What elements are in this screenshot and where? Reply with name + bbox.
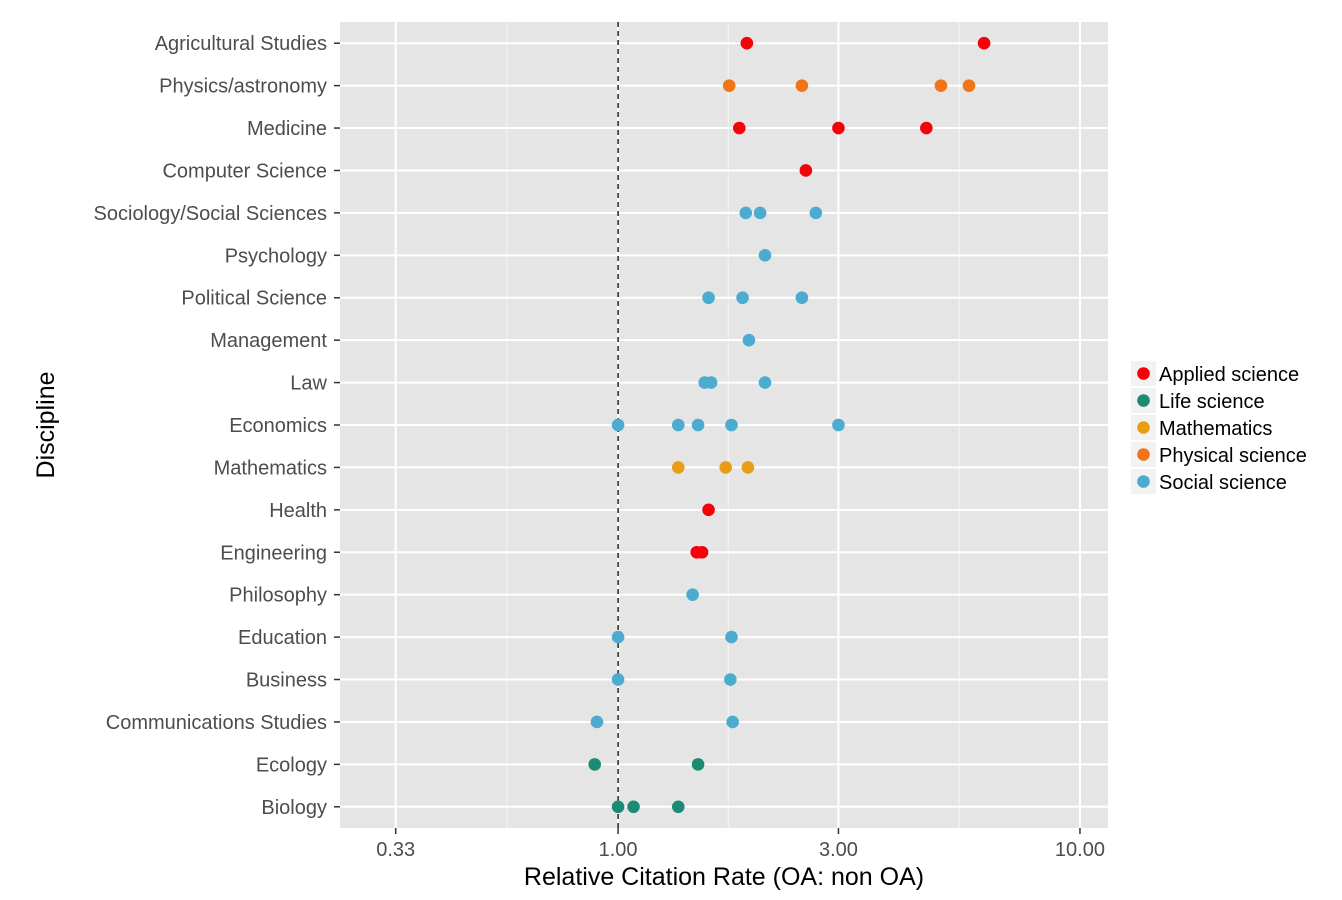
data-points — [588, 36, 991, 814]
legend-key-point — [1137, 367, 1150, 380]
data-point — [702, 503, 715, 517]
x-axis: 0.33 1.00 3.00 10.00 — [376, 828, 1105, 861]
y-tick-label: Philosophy — [229, 585, 327, 607]
data-point — [686, 588, 699, 601]
y-tick-label: Business — [246, 670, 327, 692]
data-point — [740, 36, 754, 50]
legend-label: Life science — [1159, 391, 1265, 413]
data-point — [691, 418, 705, 432]
y-tick-label: Agricultural Studies — [155, 33, 327, 55]
data-point — [725, 418, 738, 432]
x-tick-label: 0.33 — [376, 839, 415, 861]
legend-label: Social science — [1159, 472, 1287, 494]
y-tick-label: Psychology — [225, 245, 327, 267]
y-tick-label: Law — [290, 373, 327, 395]
y-tick-label: Physics/astronomy — [159, 76, 327, 98]
data-point — [832, 418, 845, 432]
data-point — [724, 673, 737, 686]
data-point — [962, 79, 976, 92]
data-point — [627, 800, 640, 814]
data-point — [671, 418, 685, 432]
y-tick-label: Communications Studies — [106, 712, 327, 734]
legend-key-point — [1137, 421, 1150, 434]
data-point — [736, 291, 749, 305]
data-point — [809, 206, 823, 220]
data-point — [758, 376, 772, 389]
y-tick-label: Political Science — [181, 288, 327, 310]
y-axis: Agricultural Studies Physics/astronomy Med… — [94, 33, 340, 819]
data-point — [920, 121, 933, 135]
data-point — [977, 36, 991, 50]
data-point — [795, 79, 809, 92]
data-point — [725, 630, 738, 644]
x-tick-label: 1.00 — [599, 839, 638, 861]
y-tick-label: Sociology/Social Sciences — [94, 203, 327, 225]
data-point — [832, 121, 845, 135]
data-point — [611, 673, 625, 686]
data-point — [719, 461, 732, 474]
data-point — [702, 291, 715, 305]
data-point — [590, 715, 604, 729]
data-point — [704, 376, 718, 389]
data-point — [611, 418, 625, 432]
legend-key-point — [1137, 475, 1150, 488]
legend-label: Physical science — [1159, 445, 1307, 467]
data-point — [934, 79, 948, 92]
y-tick-label: Education — [238, 627, 327, 649]
data-point — [799, 164, 813, 177]
y-tick-label: Mathematics — [214, 457, 327, 479]
data-point — [758, 249, 772, 262]
data-point — [795, 291, 809, 305]
data-point — [691, 758, 705, 771]
y-tick-label: Biology — [261, 797, 327, 819]
data-point — [611, 800, 625, 814]
y-tick-label: Medicine — [247, 118, 327, 140]
data-point — [726, 715, 739, 729]
y-tick-label: Engineering — [220, 542, 327, 564]
data-point — [671, 461, 685, 474]
data-point — [741, 461, 755, 474]
major-gridlines — [340, 22, 1108, 828]
data-point — [742, 333, 756, 347]
legend-key-point — [1137, 448, 1150, 461]
y-tick-label: Computer Science — [162, 160, 327, 182]
data-point — [671, 800, 685, 814]
x-axis-title: Relative Citation Rate (OA: non OA) — [524, 863, 924, 891]
x-tick-label: 3.00 — [819, 839, 858, 861]
y-tick-label: Management — [210, 330, 327, 352]
data-point — [588, 758, 602, 771]
data-point — [733, 121, 746, 135]
data-point — [753, 206, 767, 220]
legend: Applied science Life science Mathematics Ph… — [1131, 361, 1307, 494]
y-tick-label: Health — [269, 500, 327, 522]
y-tick-label: Ecology — [256, 754, 327, 776]
data-point — [695, 545, 709, 559]
y-axis-title: Discipline — [32, 372, 60, 479]
legend-label: Applied science — [1159, 364, 1299, 386]
x-tick-label: 10.00 — [1055, 839, 1105, 861]
data-point — [611, 630, 625, 644]
y-tick-label: Economics — [229, 415, 327, 437]
data-point — [722, 79, 736, 92]
data-point — [739, 206, 753, 220]
legend-label: Mathematics — [1159, 418, 1272, 440]
legend-key-point — [1137, 394, 1150, 407]
